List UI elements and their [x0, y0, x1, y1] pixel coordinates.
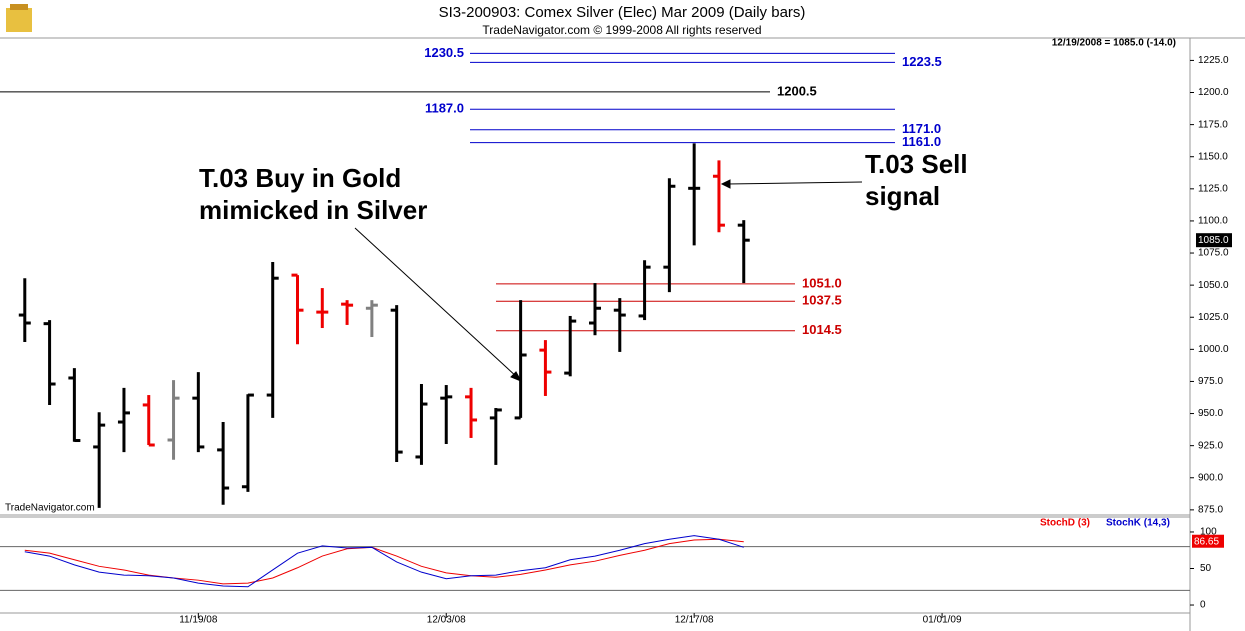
level-label: 1051.0 [802, 275, 842, 290]
watermark: TradeNavigator.com [5, 503, 95, 514]
y-tick-label: 875.0 [1198, 505, 1223, 516]
chart-title: SI3-200903: Comex Silver (Elec) Mar 2009… [439, 4, 806, 21]
arrow [354, 179, 863, 382]
y-tick-label: 1050.0 [1198, 280, 1229, 291]
y-tick-label: 900.0 [1198, 472, 1223, 483]
last-price-tag [1196, 233, 1232, 248]
level-label: 1171.0 [902, 121, 941, 136]
y-tick-label: 1225.0 [1198, 55, 1229, 66]
x-tick-label: 01/01/09 [923, 615, 962, 626]
y-tick-label: 1025.0 [1198, 312, 1229, 323]
chart-subtitle: TradeNavigator.com © 1999-2008 All right… [482, 23, 761, 37]
y-tick-label: 1175.0 [1198, 119, 1228, 130]
y-tick-label: 1125.0 [1198, 183, 1228, 194]
legend-entry: StochK (14,3) [1106, 518, 1170, 529]
y-tick-label: 100 [1200, 527, 1217, 538]
annotation: T.03 Sell [865, 149, 968, 179]
x-tick-label: 11/19/08 [179, 615, 218, 626]
last-price-label: 1085.0 [1198, 235, 1229, 246]
annotation: T.03 Buy in Gold [199, 163, 401, 193]
level-label: 1014.5 [802, 322, 842, 337]
x-tick-label: 12/03/08 [427, 615, 466, 626]
stoch-line [24, 535, 744, 588]
value-tag-label: 86.65 [1194, 536, 1219, 547]
legend-entry: StochD (3) [1040, 518, 1090, 529]
annotation: signal [865, 181, 940, 211]
y-tick-label: 950.0 [1198, 408, 1223, 419]
y-tick-label: 975.0 [1198, 376, 1223, 387]
y-tick-label: 925.0 [1198, 440, 1223, 451]
y-tick-label: 1150.0 [1198, 151, 1228, 162]
y-tick-label: 50 [1200, 563, 1212, 574]
y-tick-label: 1100.0 [1198, 216, 1228, 227]
level-label: 1200.5 [777, 83, 817, 98]
level-label: 1037.5 [802, 293, 842, 308]
y-tick-label: 1075.0 [1198, 248, 1229, 259]
y-tick-label: 0 [1200, 600, 1206, 611]
stoch-line [24, 538, 744, 585]
annotation: mimicked in Silver [199, 195, 427, 225]
y-tick-label: 1000.0 [1198, 344, 1229, 355]
level-label: 1223.5 [902, 54, 942, 69]
info-text: 12/19/2008 = 1085.0 (-14.0) [1052, 38, 1176, 49]
logo [6, 4, 32, 32]
level-label: 1187.0 [425, 101, 464, 116]
level-label: 1230.5 [424, 45, 464, 60]
y-tick-label: 1200.0 [1198, 87, 1229, 98]
value-tag [1192, 534, 1224, 548]
x-tick-label: 12/17/08 [675, 615, 714, 626]
level-label: 1161.0 [902, 134, 941, 149]
